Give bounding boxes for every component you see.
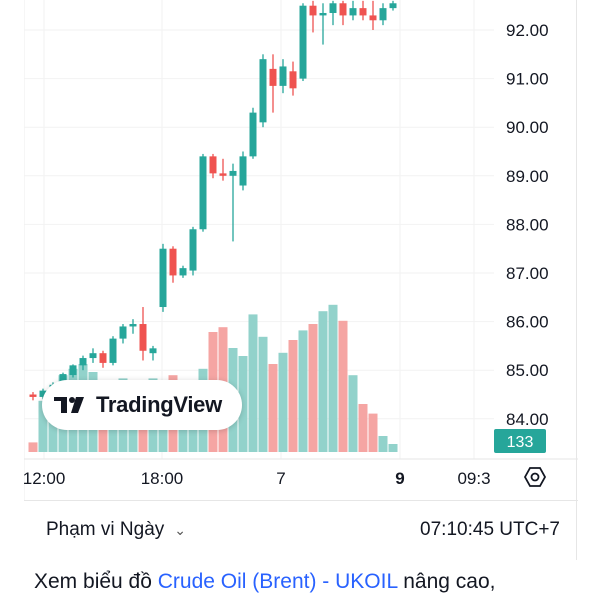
y-tick-label: 91.00 bbox=[506, 70, 549, 89]
volume-badge: 133 bbox=[494, 429, 546, 453]
candle-body bbox=[279, 66, 287, 86]
candle-body bbox=[229, 170, 237, 176]
chevron-down-icon: ⌄ bbox=[174, 522, 187, 538]
card-border bbox=[576, 0, 577, 560]
volume-bar bbox=[288, 340, 298, 452]
volume-bar bbox=[318, 311, 328, 452]
candle-body bbox=[69, 365, 77, 376]
candle-body bbox=[239, 156, 247, 186]
candle-body bbox=[189, 229, 197, 271]
x-axis: 12:00 18:00 7 9 09:3 bbox=[24, 469, 491, 488]
candle-body bbox=[329, 3, 337, 13]
volume-bar bbox=[268, 364, 278, 452]
y-tick-label: 90.00 bbox=[506, 118, 549, 137]
candle-body bbox=[119, 326, 127, 339]
y-tick-label: 89.00 bbox=[506, 167, 549, 186]
candle-body bbox=[29, 394, 37, 397]
settings-hexagon-icon[interactable] bbox=[523, 467, 547, 487]
instrument-link[interactable]: Crude Oil (Brent) - UKOIL bbox=[157, 570, 398, 593]
tradingview-badge[interactable]: TradingView bbox=[42, 380, 242, 430]
candle-body bbox=[59, 374, 67, 385]
tradingview-wordmark: TradingView bbox=[96, 392, 222, 417]
volume-bar bbox=[248, 314, 258, 452]
candle-body bbox=[309, 5, 317, 16]
volume-bar bbox=[328, 304, 338, 452]
volume-bar bbox=[388, 444, 398, 452]
candle-body bbox=[89, 353, 97, 359]
range-selector-label: Phạm vi Ngày bbox=[46, 519, 165, 540]
y-axis: 92.00 91.00 90.00 89.00 88.00 87.00 86.00 85.00… bbox=[506, 21, 549, 429]
candle-body bbox=[219, 173, 227, 176]
candle-body bbox=[289, 71, 297, 89]
volume-badge-value: 133 bbox=[507, 434, 534, 451]
volume-bar bbox=[298, 330, 308, 452]
range-bar: Phạm vi Ngày ⌄ 07:10:45 UTC+7 bbox=[24, 500, 578, 558]
volume-bar bbox=[368, 413, 378, 452]
candle-body bbox=[99, 353, 107, 363]
clock-readout: 07:10:45 UTC+7 bbox=[420, 519, 560, 540]
y-tick-label: 88.00 bbox=[506, 215, 549, 234]
candle-body bbox=[79, 358, 87, 366]
x-tick-label: 12:00 bbox=[24, 469, 65, 488]
volume-bar bbox=[28, 442, 38, 452]
x-tick-label: 9 bbox=[395, 469, 404, 488]
volume-bar bbox=[358, 404, 368, 452]
candle-body bbox=[39, 390, 47, 397]
candle-body bbox=[209, 156, 217, 174]
candle-body bbox=[349, 8, 357, 16]
volume-bar bbox=[258, 336, 268, 452]
volume-bar bbox=[338, 320, 348, 452]
tradingview-logo-icon bbox=[54, 397, 84, 413]
volume-bar bbox=[348, 375, 358, 452]
candle-body bbox=[149, 348, 157, 354]
y-tick-label: 87.00 bbox=[506, 264, 549, 283]
candle-body bbox=[169, 248, 177, 276]
x-tick-label: 18:00 bbox=[141, 469, 184, 488]
candle-body bbox=[199, 156, 207, 230]
x-tick-label: 09:3 bbox=[457, 469, 490, 488]
candle-body bbox=[369, 15, 377, 21]
caption-suffix: nâng cao, bbox=[397, 570, 496, 593]
volume-bar bbox=[308, 324, 318, 452]
candle-body bbox=[139, 324, 147, 351]
range-selector-button[interactable]: Phạm vi Ngày ⌄ bbox=[46, 519, 186, 541]
y-tick-label: 85.00 bbox=[506, 361, 549, 380]
volume-bar bbox=[378, 436, 388, 452]
volume-bar bbox=[238, 356, 248, 452]
candle-body bbox=[359, 8, 367, 16]
volume-bar bbox=[278, 352, 288, 452]
candle-body bbox=[319, 12, 327, 16]
x-tick-label: 7 bbox=[276, 469, 285, 488]
candle-body bbox=[109, 338, 117, 363]
candle-body bbox=[339, 3, 347, 16]
candle-body bbox=[269, 68, 277, 86]
candle-body bbox=[299, 5, 307, 79]
volume-bar bbox=[38, 400, 48, 452]
caption-text: Xem biểu đồ Crude Oil (Brent) - UKOIL nâ… bbox=[34, 570, 495, 594]
candles bbox=[29, 0, 397, 401]
candle-body bbox=[379, 8, 387, 21]
y-tick-label: 84.00 bbox=[506, 410, 549, 429]
candle-body bbox=[159, 248, 167, 308]
candle-body bbox=[129, 324, 137, 327]
y-tick-label: 86.00 bbox=[506, 313, 549, 332]
candle-body bbox=[249, 112, 257, 157]
candle-body bbox=[259, 59, 267, 123]
candle-body bbox=[179, 268, 187, 276]
caption-prefix: Xem biểu đồ bbox=[34, 570, 158, 593]
candle-body bbox=[389, 3, 397, 9]
chart-panel[interactable]: 92.00 91.00 90.00 89.00 88.00 87.00 86.00 85.00… bbox=[24, 0, 578, 560]
y-tick-label: 92.00 bbox=[506, 21, 549, 40]
